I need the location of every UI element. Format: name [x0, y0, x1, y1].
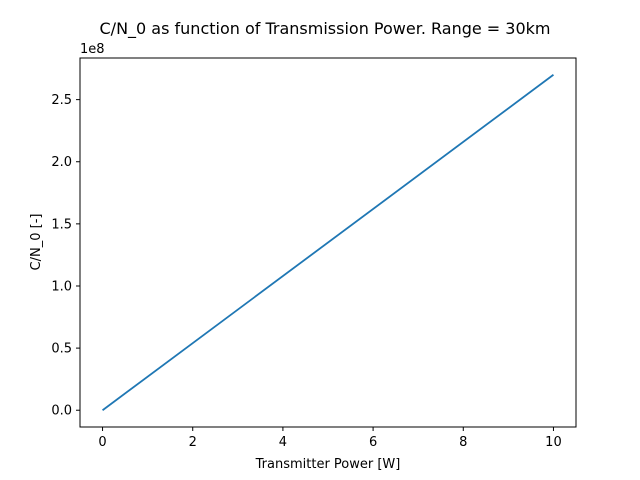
y-tick-label: 1.5 [51, 217, 72, 232]
y-tick-label: 2.0 [51, 155, 72, 170]
series-line [102, 74, 554, 411]
axes-frame [79, 57, 577, 428]
x-tick-label: 4 [279, 435, 287, 450]
y-axis-label: C/N_0 [-] [29, 214, 44, 271]
y-axis: 0.0 0.5 1.0 1.5 2.0 2.5 [51, 93, 80, 419]
x-tick-label: 0 [98, 435, 106, 450]
y-tick-label: 0.5 [51, 342, 72, 357]
x-axis: 0 2 4 6 8 10 [98, 427, 562, 450]
plot-area [102, 74, 554, 411]
x-tick-label: 8 [459, 435, 467, 450]
chart-title: C/N_0 as function of Transmission Power.… [100, 19, 551, 39]
y-tick-label: 1.0 [51, 279, 72, 294]
x-tick-label: 10 [545, 435, 562, 450]
x-axis-label: Transmitter Power [W] [255, 457, 401, 472]
x-tick-label: 2 [189, 435, 197, 450]
x-tick-label: 6 [369, 435, 377, 450]
y-axis-offset-label: 1e8 [80, 42, 105, 57]
y-tick-label: 2.5 [51, 93, 72, 108]
y-tick-label: 0.0 [51, 404, 72, 419]
